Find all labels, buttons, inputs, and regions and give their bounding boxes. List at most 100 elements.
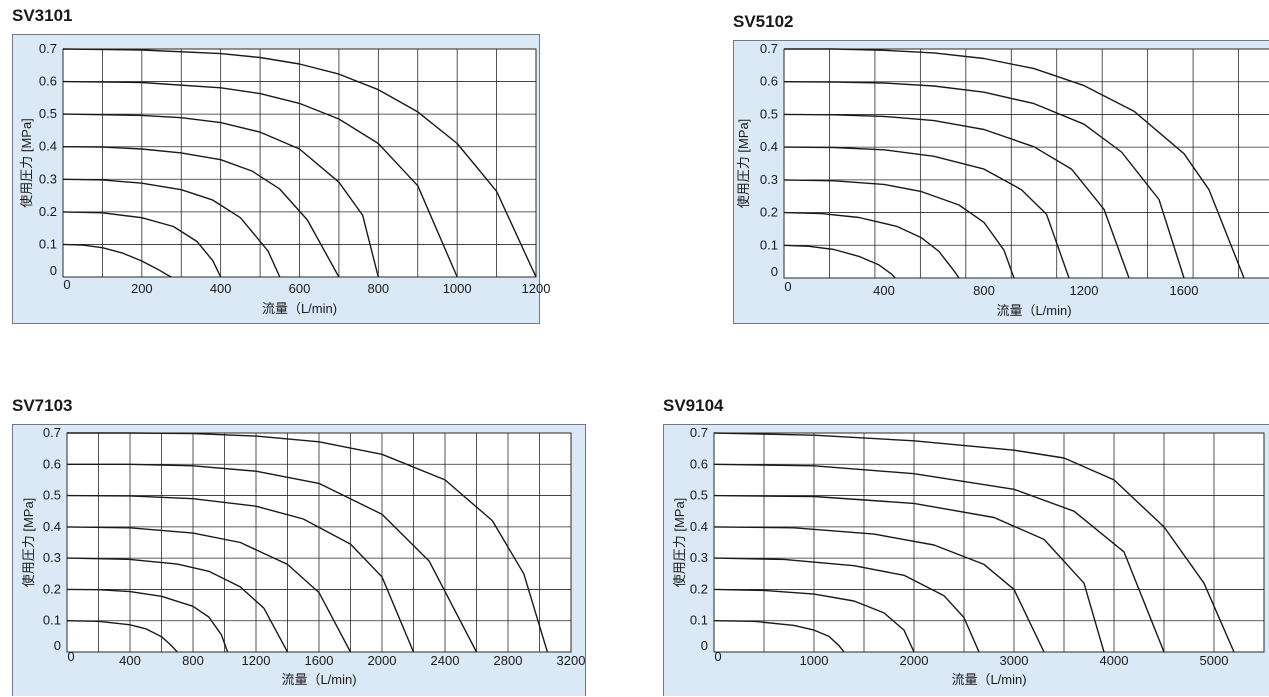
y-tick-label: 0.1	[690, 613, 708, 628]
x-tick-label: 0	[67, 649, 74, 664]
y-axis-label: 使用圧力 [MPa]	[21, 498, 36, 588]
y-tick-label: 0.6	[43, 456, 61, 471]
y-tick-label: 0.2	[43, 581, 61, 596]
series-line	[713, 432, 1235, 653]
series-line	[713, 620, 845, 653]
plot-border	[783, 48, 1269, 279]
series-line	[67, 432, 549, 653]
x-tick-label: 600	[289, 281, 311, 296]
y-tick-label: 0.4	[39, 139, 57, 154]
y-tick-label: 0.7	[39, 41, 57, 56]
plot-border	[713, 432, 1265, 653]
chart-svg: 00.10.20.30.40.50.60.7040080012001600200…	[736, 41, 1269, 318]
series-line	[66, 588, 229, 653]
x-tick-label: 1600	[1170, 283, 1199, 298]
chart-svg: 0 0.1 0.2 0.3 0.4 0.5 0.6 0.7 0 1000 2000 3000 4000 5…	[672, 425, 1265, 687]
x-tick-label: 400	[873, 283, 895, 298]
series-line	[66, 526, 352, 653]
chart-title: SV3101	[12, 6, 73, 25]
series-line	[713, 557, 980, 653]
y-tick-label: 0	[771, 264, 778, 279]
x-tick-label: 1000	[800, 653, 829, 668]
x-tick-label: 1200	[1070, 283, 1099, 298]
chart-svg: 0 0.1 0.2 0.3 0.4 0.5 0.6 0.7 0 200 400 600 800 1000 1…	[19, 41, 550, 316]
series-line	[62, 146, 340, 278]
x-tick-label: 1600	[305, 653, 334, 668]
x-tick-label: 400	[119, 653, 141, 668]
y-tick-label: 0	[50, 263, 57, 278]
series-line	[67, 463, 478, 653]
y-tick-label: 0	[701, 638, 708, 653]
plot-border	[62, 48, 537, 278]
y-tick-label: 0.5	[690, 488, 708, 503]
series-line	[784, 48, 1245, 279]
y-axis-label: 使用圧力 [MPa]	[19, 118, 34, 208]
series-line	[713, 588, 915, 653]
series-line	[783, 81, 1185, 279]
x-tick-label: 1000	[443, 281, 472, 296]
y-tick-label: 0.6	[39, 74, 57, 89]
series-line	[62, 178, 281, 278]
x-tick-label: 0	[63, 277, 70, 292]
y-tick-label: 0.1	[39, 236, 57, 251]
y-tick-label: 0.7	[43, 425, 61, 440]
x-tick-label: 3000	[1000, 653, 1029, 668]
x-tick-label: 1200	[242, 653, 271, 668]
series-line	[62, 243, 172, 278]
series-line	[713, 526, 1045, 653]
y-tick-label: 0.5	[39, 106, 57, 121]
y-tick-label: 0.7	[690, 425, 708, 440]
y-tick-label: 0.3	[39, 171, 57, 186]
x-axis-label: 流量（L/min)	[951, 672, 1026, 687]
y-tick-label: 0.3	[760, 172, 778, 187]
x-tick-label: 3200	[557, 653, 586, 668]
y-tick-label: 0.4	[43, 519, 61, 534]
x-tick-label: 400	[210, 281, 232, 296]
series-line	[62, 80, 458, 278]
x-tick-label: 1200	[522, 281, 551, 296]
plot-area	[714, 433, 1264, 652]
series-line	[783, 146, 1070, 279]
y-tick-label: 0.1	[43, 613, 61, 628]
y-tick-label: 0.5	[43, 488, 61, 503]
series-line	[783, 113, 1130, 279]
y-tick-label: 0.1	[760, 237, 778, 252]
y-tick-label: 0.3	[690, 550, 708, 565]
y-axis-label: 使用圧力 [MPa]	[672, 498, 687, 588]
y-tick-label: 0	[54, 638, 61, 653]
x-tick-label: 2000	[368, 653, 397, 668]
y-axis-label: 使用圧力 [MPa]	[736, 119, 751, 209]
x-axis-label: 流量（L/min)	[281, 672, 356, 687]
series-line	[713, 463, 1165, 653]
y-tick-label: 0.5	[760, 106, 778, 121]
x-tick-label: 0	[714, 649, 721, 664]
y-tick-label: 0.3	[43, 550, 61, 565]
x-tick-label: 4000	[1100, 653, 1129, 668]
y-tick-label: 0.4	[690, 519, 708, 534]
series-line	[66, 620, 178, 653]
chart-panel-sv5102: SV5102 0 0.1 0.2 0.3 0.4 0.5 0.6 0.7 0 400 800 1200…	[733, 12, 1269, 324]
x-tick-label: 2000	[900, 653, 929, 668]
chart-frame: 00.10.20.30.40.50.60.7040080012001600200…	[733, 40, 1269, 324]
series-line	[783, 211, 960, 279]
y-tick-label: 0.6	[760, 74, 778, 89]
y-tick-label: 0.6	[690, 456, 708, 471]
series-line	[783, 244, 896, 279]
y-tick-label: 0.4	[760, 139, 778, 154]
chart-frame: 0 0.1 0.2 0.3 0.4 0.5 0.6 0.7 0 1000 2000 3000 4000 5…	[663, 424, 1269, 696]
y-tick-label: 0.2	[39, 204, 57, 219]
series-line	[66, 557, 289, 653]
plot-border	[66, 432, 572, 653]
series-line	[62, 48, 537, 278]
series-line	[62, 211, 222, 278]
x-axis-label: 流量（L/min)	[262, 301, 337, 316]
y-tick-label: 0.7	[760, 41, 778, 56]
x-tick-label: 2400	[431, 653, 460, 668]
y-tick-label: 0.2	[690, 581, 708, 596]
chart-title: SV7103	[12, 396, 73, 415]
chart-title: SV5102	[733, 12, 794, 31]
series-line	[62, 113, 379, 278]
series-line	[783, 179, 1015, 279]
